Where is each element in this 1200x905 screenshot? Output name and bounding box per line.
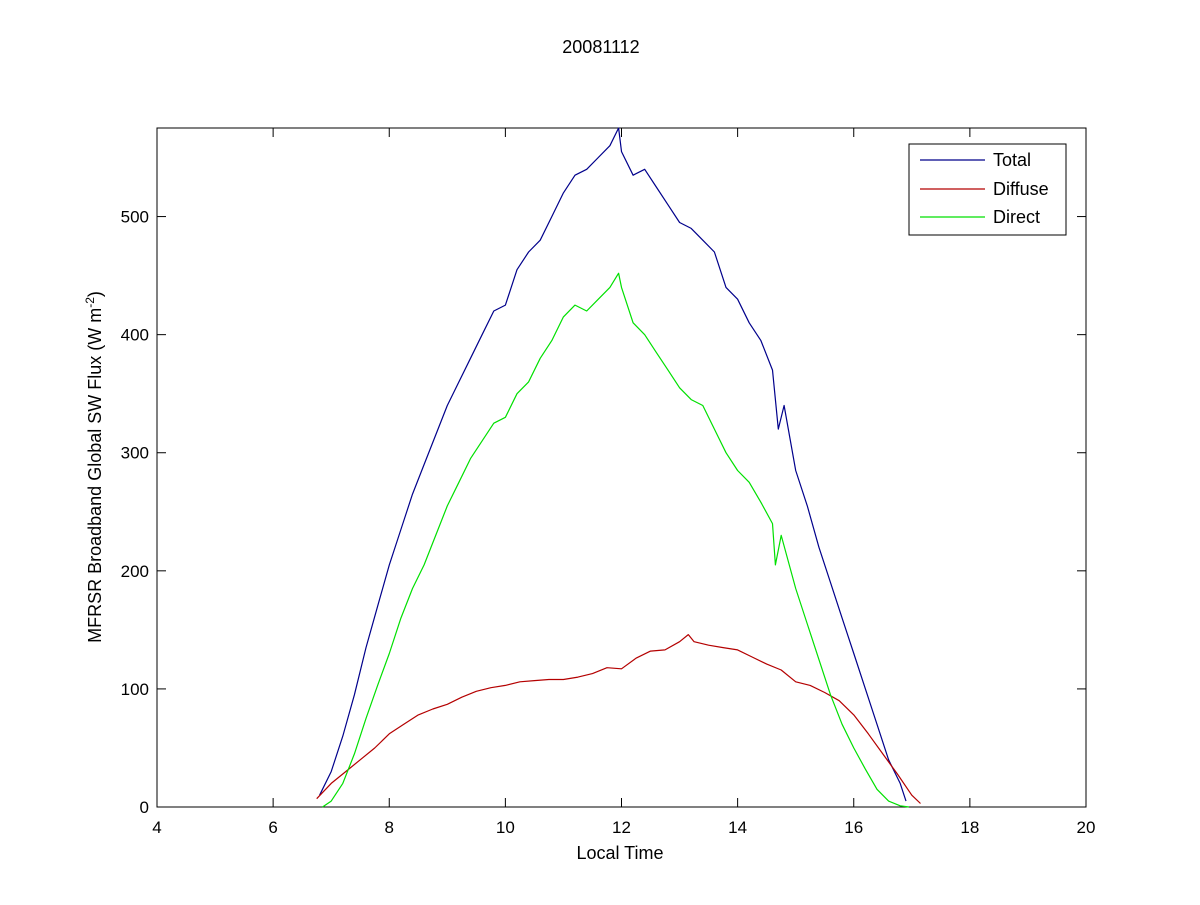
x-tick-label: 10 xyxy=(496,818,515,837)
chart-title: 20081112 xyxy=(562,37,639,57)
series-line-diffuse xyxy=(316,633,921,804)
x-axis-label: Local Time xyxy=(576,843,663,863)
y-tick-label: 500 xyxy=(121,208,149,227)
series-line-direct xyxy=(322,272,909,808)
legend-entry-direct: Direct xyxy=(993,207,1040,227)
x-tick-label: 4 xyxy=(152,818,161,837)
legend-entry-total: Total xyxy=(993,150,1031,170)
series-line-total xyxy=(319,127,907,802)
x-tick-label: 6 xyxy=(268,818,277,837)
y-tick-label: 400 xyxy=(121,326,149,345)
y-tick-label: 300 xyxy=(121,444,149,463)
y-tick-label: 0 xyxy=(140,798,149,817)
x-tick-label: 14 xyxy=(728,818,747,837)
y-axis-label-end: ) xyxy=(85,291,105,297)
series-layer xyxy=(316,127,921,808)
y-tick-label: 100 xyxy=(121,680,149,699)
x-tick-label: 16 xyxy=(844,818,863,837)
y-tick-label: 200 xyxy=(121,562,149,581)
y-axis-label-superscript: -2 xyxy=(83,297,97,308)
y-axis-label-main: MFRSR Broadband Global SW Flux (W m xyxy=(85,308,105,643)
legend-entry-diffuse: Diffuse xyxy=(993,179,1049,199)
x-tick-label: 18 xyxy=(960,818,979,837)
x-tick-label: 20 xyxy=(1077,818,1096,837)
y-axis-label: MFRSR Broadband Global SW Flux (W m-2) xyxy=(83,291,105,643)
legend: Total Diffuse Direct xyxy=(908,143,1067,236)
x-tick-label: 12 xyxy=(612,818,631,837)
plot-area xyxy=(156,127,1087,808)
x-tick-label: 8 xyxy=(385,818,394,837)
